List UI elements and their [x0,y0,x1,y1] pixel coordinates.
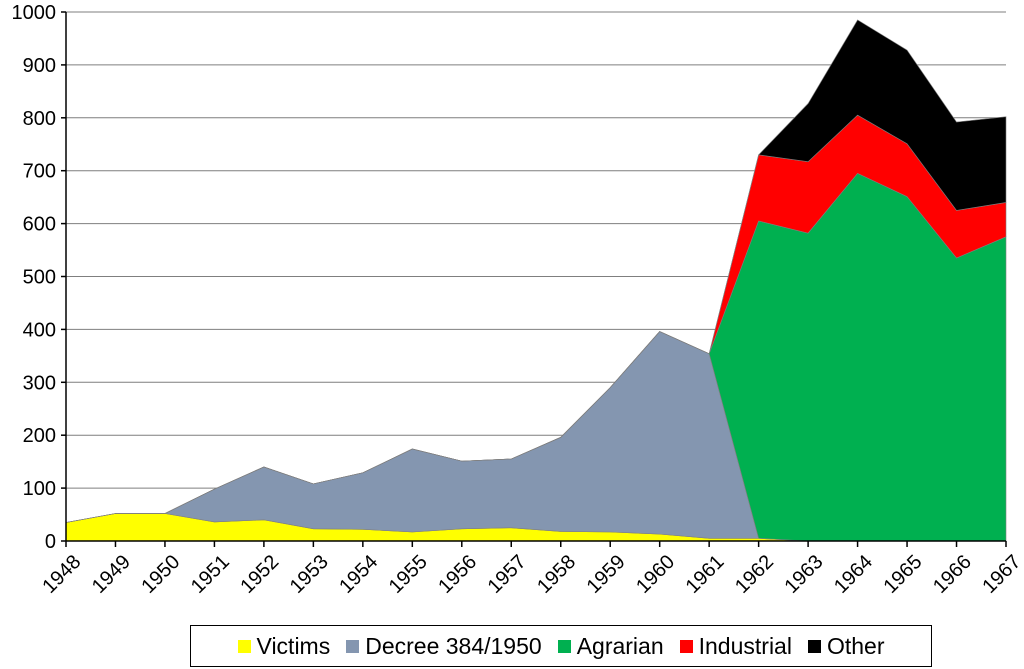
x-tick-label: 1948 [38,551,85,598]
legend-swatch [807,639,821,653]
area-series [65,19,1007,542]
x-tick-label: 1963 [781,551,828,598]
legend-swatch [237,639,251,653]
x-tick-label: 1964 [830,551,877,598]
y-tick-label: 1000 [12,2,57,24]
x-tick-label: 1959 [583,551,630,598]
x-tick-label: 1967 [978,551,1024,598]
x-tick-label: 1953 [286,551,333,598]
legend-label: Other [826,632,885,659]
y-tick-labels: 0 100 200 300 400 500 600 700 800 900 1000 [12,2,57,553]
y-tick-label: 600 [23,214,56,236]
y-tick-label: 100 [23,478,56,500]
x-tick-label: 1960 [632,551,679,598]
x-tick-label: 1961 [682,551,729,598]
legend-item: Decree 384/1950 [346,632,542,660]
y-tick-label: 300 [23,372,56,394]
x-tick-label: 1952 [236,551,283,598]
legend-label: Victims [256,632,331,659]
x-tick-label: 1962 [731,551,778,598]
y-tick-label: 700 [23,161,56,183]
x-tick-label: 1955 [385,551,432,598]
y-tick-label: 200 [23,425,56,447]
x-tick-label: 1950 [137,551,184,598]
legend-item: Industrial [679,632,792,660]
x-tick-label: 1965 [879,551,926,598]
legend-item: Other [807,632,885,660]
x-tick-label: 1957 [484,551,531,598]
y-tick-label: 800 [23,108,56,130]
legend-label: Agrarian [576,632,664,659]
axes [61,11,1007,547]
legend-item: Victims [237,632,331,660]
x-tick-label: 1954 [335,551,382,598]
legend-item: Agrarian [557,632,664,660]
x-tick-label: 1966 [929,551,976,598]
x-tick-label: 1951 [187,551,234,598]
x-tick-label: 1956 [434,551,481,598]
y-tick-label: 900 [23,55,56,77]
x-tick-label: 1949 [88,551,135,598]
legend-swatch [346,639,360,653]
y-tick-label: 0 [45,531,56,553]
legend-label: Industrial [698,632,792,659]
legend-swatch [679,639,693,653]
area-chart: 0 100 200 300 400 500 600 700 800 900 1000 1948 194… [12,2,1024,598]
gridlines [66,11,1006,489]
y-tick-label: 500 [23,267,56,289]
y-tick-label: 400 [23,319,56,341]
legend-swatch [557,639,571,653]
legend-label: Decree 384/1950 [365,632,542,659]
x-tick-label: 1958 [533,551,580,598]
legend: Victims Decree 384/1950 Agrarian Industrial… [190,625,932,667]
x-tick-labels: 1948 1949 1950 1951 1952 1953 1954 1955 1956 1957… [38,551,1024,598]
area-other [65,19,1007,523]
